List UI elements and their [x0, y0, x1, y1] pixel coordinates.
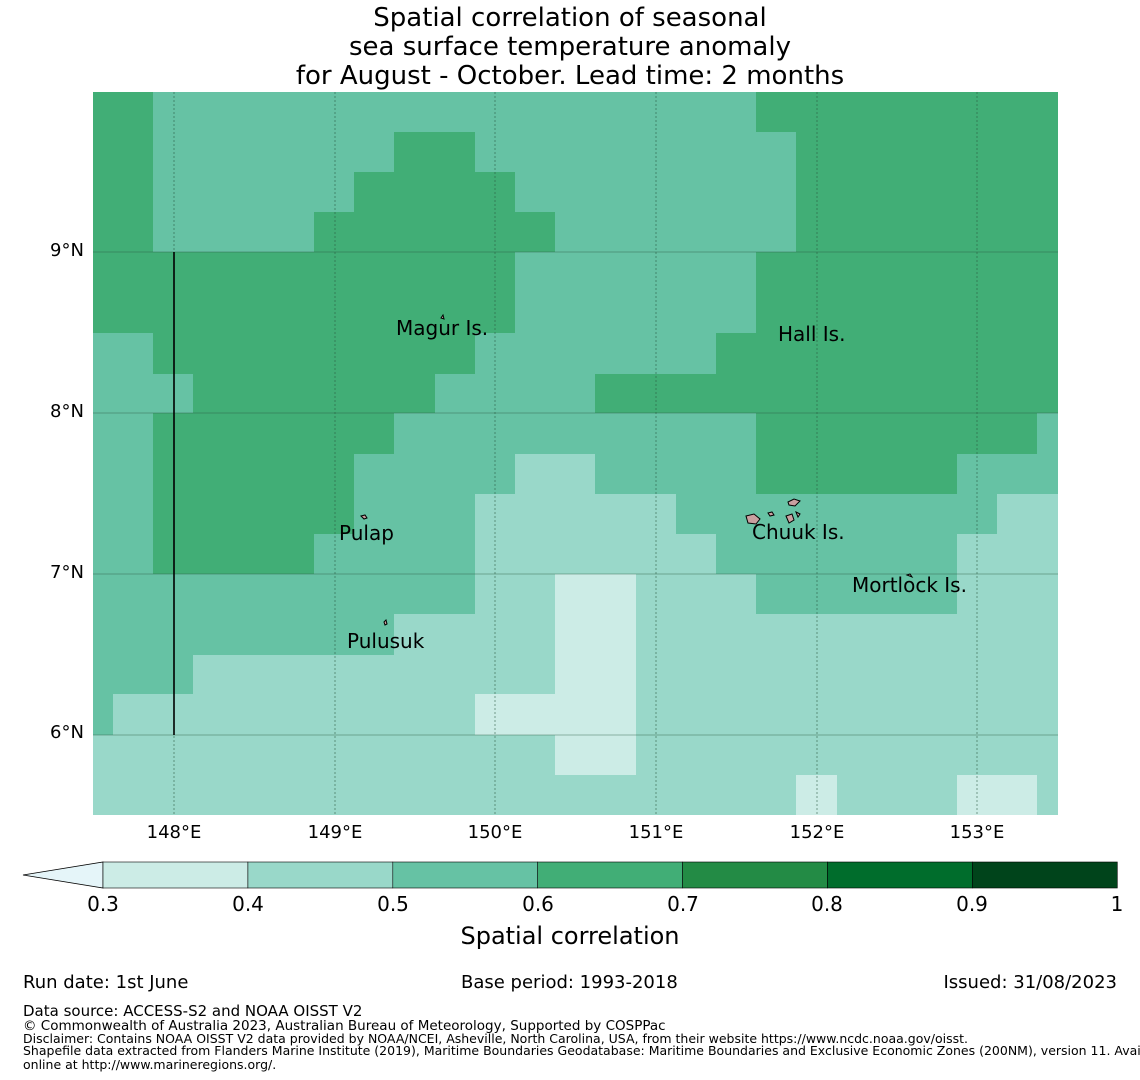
chart-title-line-1: Spatial correlation of seasonal [373, 3, 767, 33]
chuuk-island-4 [785, 513, 795, 524]
correlation-grid [93, 92, 1058, 815]
lon-label-148e: 148°E [146, 822, 202, 843]
mortlock-island [905, 573, 914, 579]
place-label-magur: Magur Is. [396, 316, 489, 340]
colorbar [22, 861, 1118, 889]
colorbar-tick-4: 0.7 [667, 892, 699, 916]
correlation-region-3 [595, 92, 1058, 494]
colorbar-bin-4 [682, 861, 828, 889]
chuuk-island-3 [787, 498, 801, 507]
disclaimer: Disclaimer: Contains NOAA OISST V2 data … [23, 1031, 968, 1046]
lat-label-7n: 7°N [50, 562, 84, 583]
place-label-pulap: Pulap [339, 521, 394, 545]
lon-label-149e: 149°E [307, 822, 363, 843]
chart-title-line-3: for August - October. Lead time: 2 month… [295, 61, 845, 91]
chuuk-island-2 [767, 511, 775, 517]
colorbar-bin-3 [537, 861, 683, 889]
chuuk-island-1 [745, 513, 761, 525]
correlation-region-6 [796, 775, 837, 815]
chart-title-line-2: sea surface temperature anomaly [349, 32, 791, 62]
colorbar-title: Spatial correlation [460, 922, 680, 950]
lat-label-6n: 6°N [50, 722, 84, 743]
colorbar-tick-0: 0.3 [87, 892, 119, 916]
colorbar-bin-5 [827, 861, 973, 889]
map-gridlines [173, 92, 978, 815]
issued-date: Issued: 31/08/2023 [943, 972, 1117, 993]
colorbar-tick-6: 0.9 [956, 892, 988, 916]
run-date: Run date: 1st June [23, 972, 189, 993]
lon-label-150e: 150°E [467, 822, 523, 843]
place-label-chuuk: Chuuk Is. [752, 520, 845, 544]
colorbar-tick-7: 1 [1110, 892, 1124, 916]
lon-label-153e: 153°E [949, 822, 1005, 843]
place-label-hall: Hall Is. [778, 322, 846, 346]
colorbar-bin-1 [247, 861, 394, 889]
correlation-region-2 [93, 92, 555, 574]
lon-label-151e: 151°E [628, 822, 684, 843]
shapefile-credit-2: online at http://www.marineregions.org/. [23, 1057, 277, 1072]
colorbar-bin-0 [102, 861, 249, 889]
lat-label-8n: 8°N [50, 401, 84, 422]
pulusuk-island [383, 619, 388, 626]
pulap-island [360, 514, 368, 520]
colorbar-tick-3: 0.6 [522, 892, 554, 916]
colorbar-tick-1: 0.4 [232, 892, 264, 916]
chuuk-island-5 [795, 510, 801, 519]
lat-label-9n: 9°N [50, 240, 84, 261]
colorbar-tick-2: 0.5 [377, 892, 409, 916]
place-label-pulusuk: Pulusuk [347, 629, 425, 653]
correlation-region-5 [475, 574, 636, 775]
colorbar-extend-triangle [22, 861, 104, 889]
colorbar-bin-6 [972, 861, 1118, 889]
place-label-mortlock: Mortlock Is. [852, 573, 967, 597]
lon-label-152e: 152°E [789, 822, 845, 843]
copyright: © Commonwealth of Australia 2023, Austra… [23, 1018, 666, 1034]
island-shapes [360, 313, 914, 626]
magur-island [440, 313, 445, 320]
base-period: Base period: 1993-2018 [461, 972, 678, 993]
shapefile-credit-1: Shapefile data extracted from Flanders M… [23, 1043, 1140, 1058]
colorbar-bin-2 [392, 861, 538, 889]
colorbar-tick-5: 0.8 [811, 892, 843, 916]
data-source: Data source: ACCESS-S2 and NOAA OISST V2 [23, 1002, 363, 1020]
correlation-region-7 [957, 775, 1037, 815]
